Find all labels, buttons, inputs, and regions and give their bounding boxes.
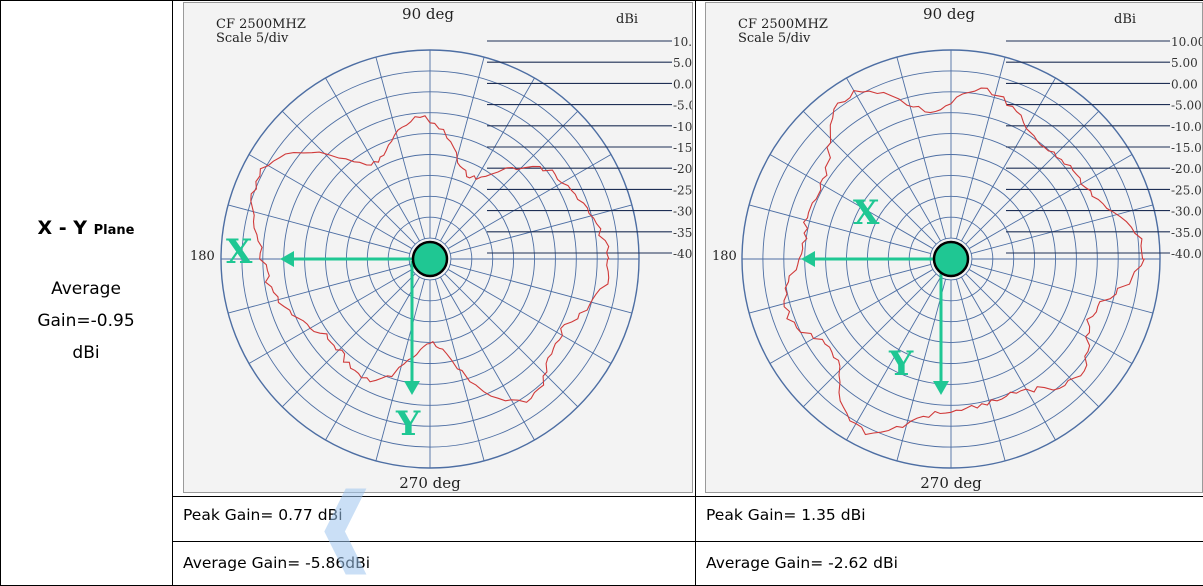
scale-label: -30. [673,205,693,219]
angle-label-top: 90 deg [923,5,975,23]
angle-label-left: 180 [712,249,737,264]
polar-spoke [228,205,410,254]
polar-spoke [376,57,425,239]
plane-title: X - Y Plane [38,217,135,239]
scale-label: -35.00 [1171,226,1203,240]
scale-label: -15.00 [1171,141,1203,155]
polar-spoke [749,264,931,313]
x-axis-arrow-head [801,251,815,267]
plot-unit-label: dBi [616,12,638,27]
scale-label: -10. [673,120,693,134]
y-axis-arrow-head [404,381,420,395]
scale-label: -25. [673,183,693,197]
polar-plot-2: 10.00 5.00 0.00 -5.00 -10.00 -15.00 -20.00 -25.… [705,2,1203,493]
scale-label: 10.00 [1171,35,1203,49]
scale-label: 10.0 [673,35,693,49]
scale-label: -5.00 [1171,99,1202,113]
polar-spoke [956,279,1005,461]
plot-header-scale: Scale 5/div [738,31,811,46]
polar-spoke [282,274,415,407]
plot-header-scale: Scale 5/div [216,31,289,46]
table-row-divider-2 [172,541,1203,542]
axis-label-y: Y [395,404,421,444]
scale-label: -40. [673,247,693,261]
axis-label-x: X [853,193,880,233]
center-marker [934,242,968,276]
scale-label: 0.00 [673,77,693,91]
polar-spoke [445,274,578,407]
plot-unit-label: dBi [1114,12,1136,27]
scale-label: 5.00 [1171,56,1198,70]
row-label-cell: X - Y Plane Average Gain=-0.95 dBi [0,0,172,586]
polar-spoke [282,111,415,244]
table-divider-2 [695,0,696,586]
scale-label: -15. [673,141,693,155]
polar-svg-2: 10.00 5.00 0.00 -5.00 -10.00 -15.00 -20.00 -25.… [706,3,1203,493]
average-gain-1: Average Gain= -5.86dBi [183,554,370,572]
average-gain-line-1: Average [26,273,146,305]
polar-spoke [228,264,410,313]
polar-spoke [971,264,1153,313]
scale-label: 0.00 [1171,77,1198,91]
axis-label-y: Y [888,344,914,384]
average-gain-2: Average Gain= -2.62 dBi [706,554,898,572]
table-divider-1 [172,0,173,586]
y-axis-arrow-head [933,381,949,395]
scale-label: -20.00 [1171,162,1203,176]
polar-plot-1: 10.0 5.00 0.00 -5.0 -10. -15. -20. -25. -30. -35.… [183,2,693,493]
scale-label: -30.00 [1171,205,1203,219]
average-gain-summary: Average Gain=-0.95 dBi [26,273,146,369]
polar-spoke [966,274,1099,407]
scale-label: -25.00 [1171,183,1203,197]
center-marker [413,242,447,276]
polar-spoke [445,111,578,244]
polar-spoke [450,205,632,254]
angle-label-bottom: 270 deg [399,474,461,492]
polar-spoke [897,57,946,239]
peak-gain-2: Peak Gain= 1.35 dBi [706,506,866,524]
polar-spoke [971,205,1153,254]
plane-title-small: Plane [94,223,135,238]
x-axis-arrow-head [280,251,294,267]
table-border-top [0,0,1203,1]
scale-label: -10.00 [1171,120,1203,134]
table-row-divider-1 [172,496,1203,497]
scale-label: -5.0 [673,99,693,113]
scale-label: 5.00 [673,56,693,70]
scale-label: -20. [673,162,693,176]
polar-spoke [435,57,484,239]
polar-spoke [749,205,931,254]
plot-header-frequency: CF 2500MHZ [216,17,306,32]
angle-label-top: 90 deg [402,5,454,23]
plane-title-main: X - Y [38,217,88,239]
average-gain-line-2: Gain=-0.95 [26,305,146,337]
polar-spoke [966,111,1099,244]
angle-label-bottom: 270 deg [920,474,982,492]
angle-label-left: 180 [190,249,215,264]
average-gain-line-3: dBi [26,337,146,369]
polar-svg-1: 10.0 5.00 0.00 -5.0 -10. -15. -20. -25. -30. -35.… [184,3,693,493]
scale-label: -40.00 [1171,247,1203,261]
peak-gain-1: Peak Gain= 0.77 dBi [183,506,343,524]
axis-label-x: X [226,232,253,272]
plot-header-frequency: CF 2500MHZ [738,17,828,32]
polar-spoke [956,57,1005,239]
polar-spoke [450,264,632,313]
scale-label: -35. [673,226,693,240]
